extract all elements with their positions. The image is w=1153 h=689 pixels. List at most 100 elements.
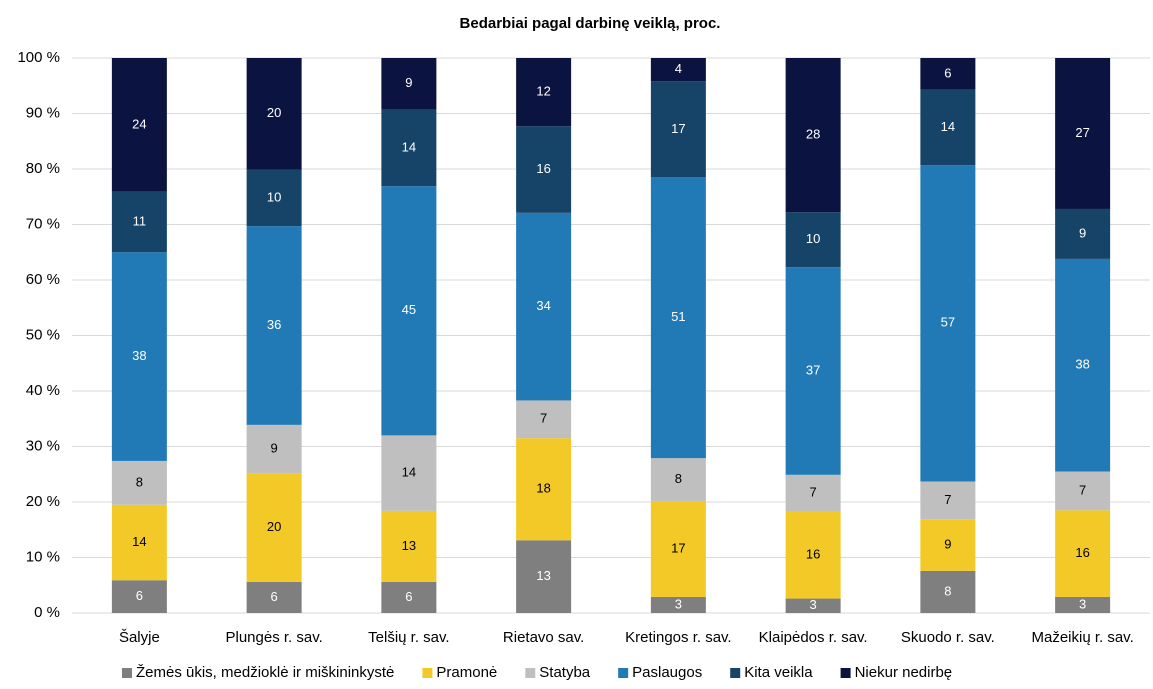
bar-segment — [246, 169, 302, 227]
legend-swatch — [730, 668, 741, 678]
data-label: 9 — [944, 536, 951, 551]
bar-segment — [650, 500, 706, 597]
data-label: 9 — [271, 440, 278, 455]
bar-segment — [785, 267, 841, 475]
x-tick-label: Klaipėdos r. sav. — [759, 629, 868, 646]
y-tick-label: 90 % — [26, 104, 60, 121]
y-tick-label: 70 % — [26, 215, 60, 232]
bar-segment — [650, 458, 706, 501]
legend-label: Paslaugos — [632, 664, 702, 681]
bar-segment — [381, 58, 437, 110]
bar-segment — [650, 81, 706, 178]
data-label: 18 — [536, 481, 550, 496]
data-label: 6 — [405, 589, 412, 604]
bar-segment — [111, 252, 167, 461]
legend-swatch — [122, 668, 132, 678]
data-label: 28 — [806, 127, 820, 142]
bar-segment — [381, 109, 437, 187]
bar-segment — [516, 438, 572, 541]
bar-segment — [111, 191, 167, 253]
bar-segment — [1055, 471, 1111, 511]
legend-swatch — [618, 668, 629, 678]
bar-segment — [1055, 510, 1111, 597]
bar-segment — [785, 511, 841, 599]
data-label: 11 — [133, 213, 147, 228]
x-tick-label: Mažeikių r. sav. — [1031, 629, 1133, 646]
bar-segment — [516, 58, 572, 127]
data-label: 8 — [944, 583, 951, 598]
data-label: 20 — [267, 105, 281, 120]
data-label: 57 — [941, 315, 955, 330]
bar-segment — [246, 424, 302, 474]
bar-segment — [920, 89, 976, 166]
data-label: 3 — [1079, 596, 1086, 611]
legend-swatch — [840, 668, 851, 678]
bar-segment — [516, 540, 572, 613]
data-label: 7 — [944, 492, 951, 507]
data-label: 12 — [536, 84, 550, 99]
data-label: 3 — [675, 596, 682, 611]
x-tick-label: Plungės r. sav. — [225, 629, 322, 646]
y-tick-label: 40 % — [26, 382, 60, 399]
bar-segment — [920, 165, 976, 482]
data-label: 7 — [540, 411, 547, 426]
y-tick-label: 20 % — [26, 493, 60, 510]
data-label: 13 — [402, 538, 416, 553]
bar-segment — [381, 510, 437, 582]
bar-segment — [111, 504, 167, 581]
x-tick-label: Kretingos r. sav. — [625, 629, 731, 646]
y-tick-label: 0 % — [34, 604, 60, 621]
bar-segment — [785, 212, 841, 268]
x-tick-label: Skuodo r. sav. — [901, 629, 995, 646]
data-label: 37 — [806, 362, 820, 377]
bar-segment — [785, 58, 841, 213]
bar-segment — [1055, 258, 1111, 472]
bar-segment — [246, 226, 302, 425]
data-label: 17 — [671, 540, 685, 555]
bar-segment — [516, 212, 572, 401]
bar-segment — [920, 519, 976, 571]
bar-segment — [785, 474, 841, 512]
data-label: 16 — [806, 546, 820, 561]
x-tick-label: Rietavo sav. — [503, 629, 584, 646]
data-label: 45 — [402, 302, 416, 317]
bar-segment — [246, 581, 302, 613]
chart-title: Bedarbiai pagal darbinę veiklą, proc. — [460, 15, 721, 32]
data-label: 20 — [267, 519, 281, 534]
bar-segment — [111, 58, 167, 192]
legend-label: Statyba — [539, 664, 591, 681]
bar-segment — [381, 186, 437, 436]
bar-segment — [111, 460, 167, 505]
data-label: 24 — [132, 116, 146, 131]
legend-label: Žemės ūkis, medžioklė ir miškininkystė — [136, 664, 394, 681]
bar-segment — [920, 570, 976, 613]
legend-label: Niekur nedirbę — [855, 664, 953, 681]
legend-swatch — [525, 668, 536, 678]
data-label: 10 — [806, 231, 820, 246]
bar-segment — [516, 126, 572, 213]
data-label: 14 — [402, 139, 416, 154]
y-tick-label: 80 % — [26, 160, 60, 177]
y-tick-label: 100 % — [17, 49, 60, 66]
data-label: 9 — [405, 75, 412, 90]
data-label: 6 — [944, 65, 951, 80]
data-label: 13 — [536, 568, 550, 583]
data-label: 16 — [536, 161, 550, 176]
data-label: 8 — [136, 474, 143, 489]
data-label: 6 — [271, 589, 278, 604]
data-label: 10 — [267, 189, 281, 204]
data-label: 51 — [671, 309, 685, 324]
bar-segment — [111, 580, 167, 613]
data-label: 14 — [132, 534, 146, 549]
legend-label: Kita veikla — [744, 664, 813, 681]
data-label: 6 — [136, 588, 143, 603]
legend-swatch — [422, 668, 433, 678]
data-label: 14 — [402, 465, 416, 480]
bar-segment — [785, 598, 841, 613]
bar-segment — [920, 481, 976, 520]
data-label: 38 — [1075, 357, 1089, 372]
bar-segment — [381, 435, 437, 511]
bar-segment — [1055, 596, 1111, 613]
y-tick-label: 10 % — [26, 548, 60, 565]
